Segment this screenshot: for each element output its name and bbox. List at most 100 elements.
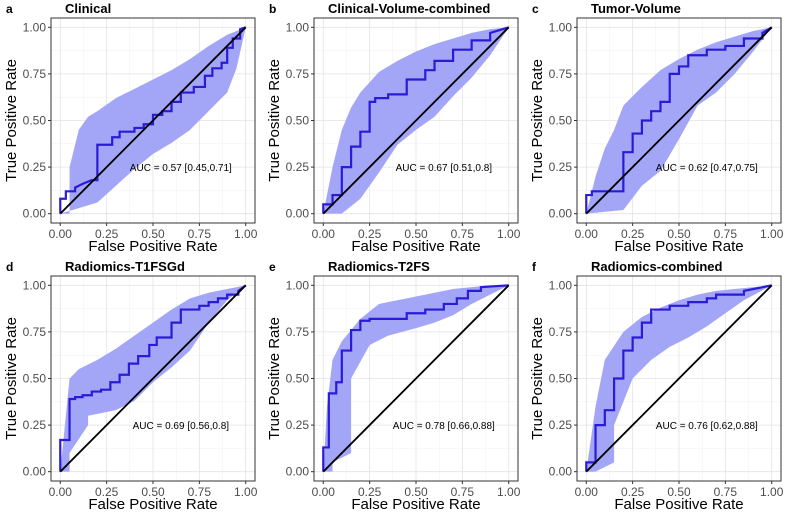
x-axis-label: False Positive Rate (88, 496, 217, 513)
y-tick-label: 1.00 (23, 278, 47, 292)
x-tick-label: 1.00 (497, 227, 521, 241)
y-tick-label: 0.25 (286, 418, 310, 432)
y-tick-label: 0.50 (286, 114, 310, 128)
y-tick-label: 0.00 (549, 207, 573, 221)
x-tick-label: 0.00 (575, 485, 599, 499)
y-tick-label: 1.00 (549, 278, 573, 292)
y-tick-label: 0.00 (286, 207, 310, 221)
panel-title: Radiomics-combined (591, 259, 723, 274)
x-tick-label: 0.00 (49, 227, 73, 241)
y-tick-label: 0.50 (549, 114, 573, 128)
diagonal-reference-line (322, 284, 510, 473)
roc-curve (322, 284, 509, 472)
x-axis-label: False Positive Rate (351, 496, 480, 513)
panel-title: Clinical-Volume-combined (328, 1, 490, 16)
diagonal-reference-line (585, 284, 773, 473)
y-axis-label: True Positive Rate (3, 59, 20, 182)
x-tick-label: 1.00 (760, 227, 784, 241)
x-axis-label: False Positive Rate (88, 238, 217, 255)
y-tick-label: 0.75 (549, 67, 573, 81)
x-tick-label: 0.50 (141, 485, 165, 499)
x-tick-label: 0.75 (714, 485, 738, 499)
y-tick-label: 0.25 (23, 418, 47, 432)
y-tick-label: 0.75 (286, 67, 310, 81)
y-tick-label: 1.00 (286, 20, 310, 34)
x-tick-label: 0.00 (575, 227, 599, 241)
x-tick-label: 0.75 (451, 485, 475, 499)
y-tick-label: 0.00 (286, 465, 310, 479)
y-tick-label: 0.50 (23, 114, 47, 128)
x-tick-label: 0.25 (358, 485, 382, 499)
y-tick-label: 0.50 (549, 372, 573, 386)
y-tick-label: 0.75 (286, 325, 310, 339)
panel-title: Radiomics-T1FSGd (65, 259, 185, 274)
x-tick-label: 1.00 (497, 485, 521, 499)
x-axis-label: False Positive Rate (614, 238, 743, 255)
roc-curve (59, 26, 247, 214)
auc-annotation: AUC = 0.62 [0.47,0.75] (656, 163, 758, 174)
y-axis-label: True Positive Rate (529, 317, 546, 440)
x-tick-label: 0.75 (188, 227, 212, 241)
y-tick-label: 1.00 (23, 20, 47, 34)
y-axis-label: True Positive Rate (266, 59, 283, 182)
panel-letter: c (532, 2, 539, 16)
panel-title: Tumor-Volume (591, 1, 681, 16)
y-tick-label: 0.00 (549, 465, 573, 479)
auc-annotation: AUC = 0.67 [0.51,0.8] (396, 163, 493, 174)
x-tick-label: 0.25 (95, 227, 119, 241)
y-axis-label: True Positive Rate (529, 59, 546, 182)
ci-band (586, 285, 772, 472)
panel-letter: b (269, 2, 276, 16)
y-axis-label: True Positive Rate (3, 317, 20, 440)
panel-b: 0.00 0.25 0.50 0.75 1.00 0.00 0.25 0.50 0.75 1.00… (266, 1, 521, 255)
diagonal-reference-line (585, 26, 773, 215)
x-tick-label: 1.00 (234, 227, 258, 241)
panel-letter: d (6, 260, 13, 274)
auc-annotation: AUC = 0.57 [0.45,0.71] (130, 163, 232, 174)
y-tick-label: 0.50 (23, 372, 47, 386)
diagonal-reference-line (59, 284, 247, 473)
y-tick-label: 1.00 (286, 278, 310, 292)
x-tick-label: 0.25 (621, 227, 645, 241)
x-tick-label: 0.50 (667, 227, 691, 241)
auc-annotation: AUC = 0.69 [0.56,0.8] (133, 421, 230, 432)
x-tick-label: 1.00 (760, 485, 784, 499)
roc-curve (585, 284, 772, 472)
y-tick-label: 0.25 (549, 418, 573, 432)
panel-letter: f (532, 260, 537, 274)
x-tick-label: 0.00 (312, 227, 336, 241)
x-tick-label: 0.25 (95, 485, 119, 499)
x-tick-label: 0.25 (358, 227, 382, 241)
y-tick-label: 0.00 (23, 465, 47, 479)
panel-title: Clinical (65, 1, 111, 16)
auc-annotation: AUC = 0.78 [0.66,0.88] (393, 421, 495, 432)
x-tick-label: 0.75 (188, 485, 212, 499)
roc-curve (59, 284, 247, 472)
x-tick-label: 0.00 (49, 485, 73, 499)
panel-e: 0.00 0.25 0.50 0.75 1.00 0.00 0.25 0.50 0.75 1.00… (266, 259, 521, 513)
y-tick-label: 0.25 (549, 160, 573, 174)
x-tick-label: 0.50 (141, 227, 165, 241)
y-tick-label: 0.25 (23, 160, 47, 174)
y-tick-label: 0.75 (549, 325, 573, 339)
x-axis-label: False Positive Rate (614, 496, 743, 513)
x-tick-label: 0.75 (451, 227, 475, 241)
x-tick-label: 0.50 (667, 485, 691, 499)
panel-letter: a (6, 2, 13, 16)
x-tick-label: 0.25 (621, 485, 645, 499)
y-tick-label: 0.00 (23, 207, 47, 221)
diagonal-reference-line (59, 26, 247, 215)
x-tick-label: 0.50 (404, 227, 428, 241)
y-tick-label: 0.50 (286, 372, 310, 386)
panel-letter: e (269, 260, 276, 274)
panel-c: 0.00 0.25 0.50 0.75 1.00 0.00 0.25 0.50 0.75 1.00… (529, 1, 784, 255)
roc-curve (322, 26, 510, 214)
panel-a: 0.00 0.25 0.50 0.75 1.00 0.00 0.25 0.50 0.75 1.00… (3, 1, 258, 255)
y-tick-label: 1.00 (549, 20, 573, 34)
y-tick-label: 0.75 (23, 325, 47, 339)
panel-d: 0.00 0.25 0.50 0.75 1.00 0.00 0.25 0.50 0.75 1.00… (3, 259, 258, 513)
diagonal-reference-line (322, 26, 510, 215)
x-tick-label: 0.50 (404, 485, 428, 499)
x-tick-label: 0.00 (312, 485, 336, 499)
